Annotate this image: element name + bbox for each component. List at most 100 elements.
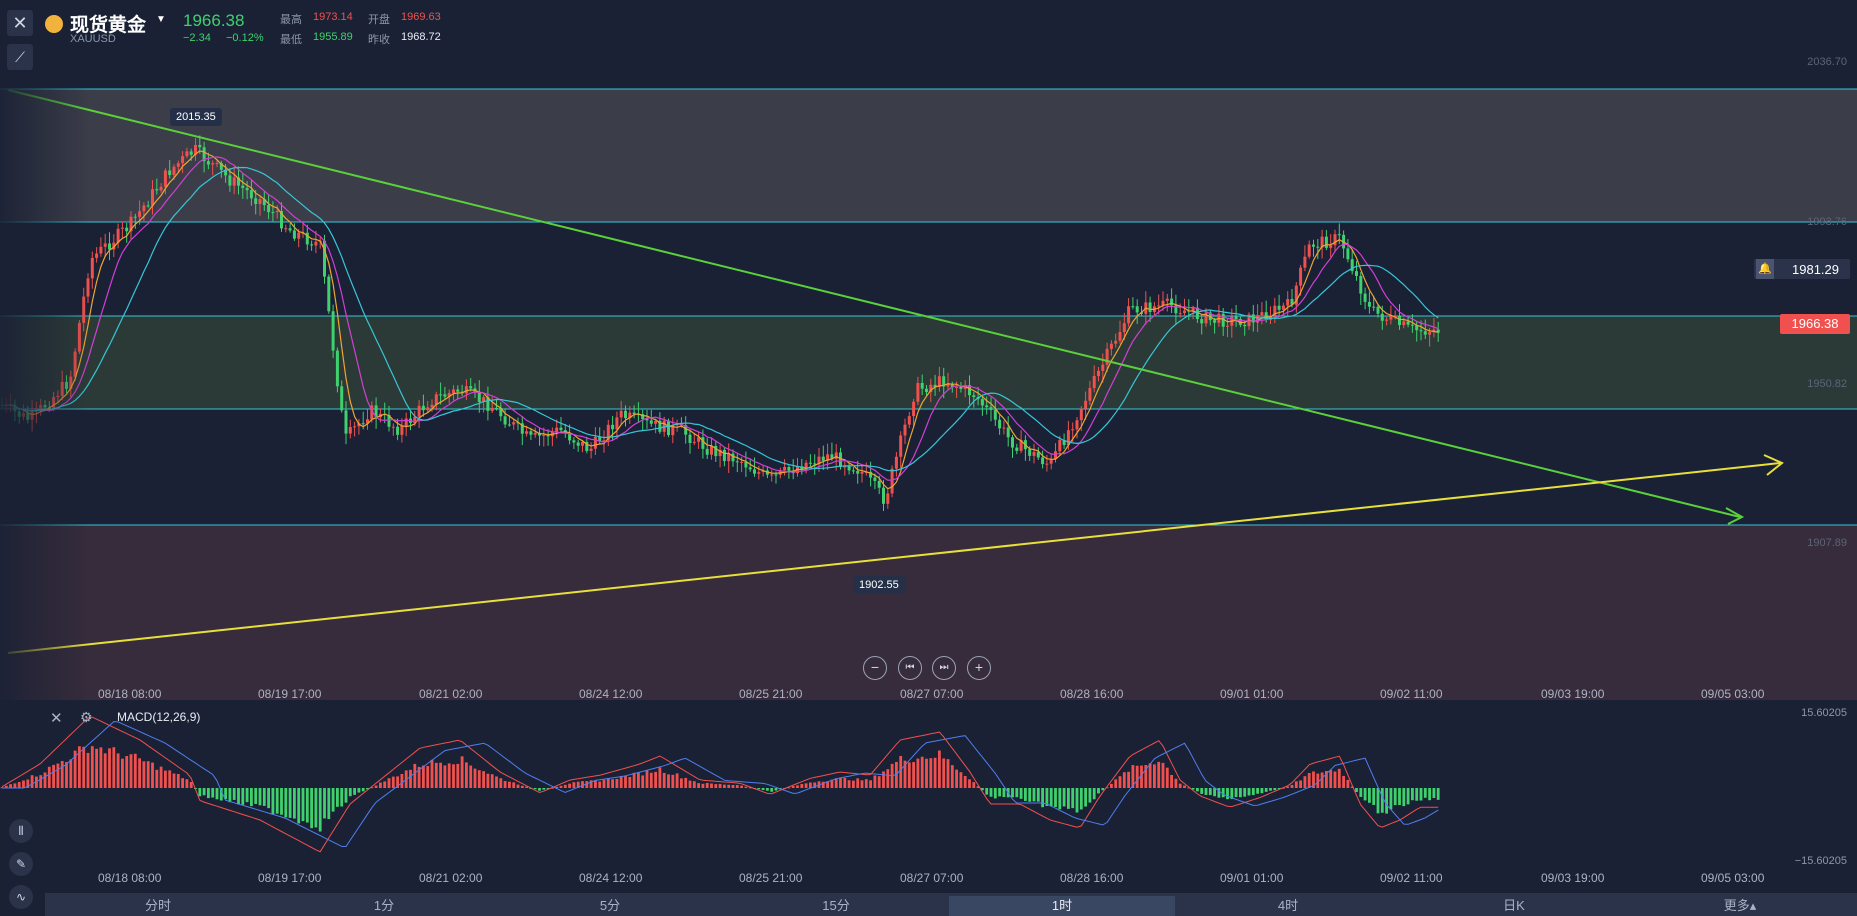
candle-body: [1355, 271, 1358, 276]
candle-body: [1062, 439, 1066, 446]
macd-histogram-bar: [1105, 787, 1109, 789]
candle-body: [645, 419, 649, 421]
close-indicator-icon[interactable]: ✕: [50, 710, 63, 727]
macd-histogram-bar: [1071, 788, 1075, 809]
macd-histogram-bar: [791, 786, 795, 788]
macd-histogram-bar: [366, 788, 369, 790]
candle-body: [894, 456, 898, 469]
gear-icon[interactable]: ⚙: [80, 709, 93, 725]
macd-histogram-bar: [1346, 779, 1350, 788]
candle-body: [869, 471, 873, 478]
price-alert-badge[interactable]: 🔔 1981.29: [1754, 259, 1850, 279]
indicator-icon[interactable]: ∿: [9, 885, 33, 909]
pencil-icon[interactable]: ✎: [9, 852, 33, 876]
tab-4hour[interactable]: 4时: [1277, 898, 1299, 913]
close-chart-button[interactable]: ✕: [7, 10, 33, 36]
zoom-out-button[interactable]: −: [863, 656, 887, 680]
draw-tool-button[interactable]: ⟋: [7, 44, 33, 70]
macd-histogram-bar: [976, 786, 980, 788]
candle-body: [430, 404, 434, 408]
x-tick-label: 09/02 11:00: [1380, 687, 1443, 701]
macd-histogram-bar: [1312, 771, 1315, 788]
macd-histogram-bar: [968, 779, 971, 788]
macd-histogram-bar: [1024, 788, 1027, 801]
macd-histogram-bar: [632, 772, 636, 788]
candle-body: [417, 405, 421, 417]
candle-body: [90, 257, 94, 279]
gold-icon: [45, 15, 63, 33]
macd-histogram-bar: [155, 769, 159, 788]
macd-histogram-bar: [533, 788, 537, 790]
macd-histogram-bar: [718, 783, 722, 788]
candle-body: [1079, 408, 1083, 421]
macd-x-tick-label: 09/05 03:00: [1701, 871, 1765, 885]
candle-body: [1045, 463, 1049, 465]
candle-body: [576, 442, 580, 446]
tab-1hour[interactable]: 1时: [949, 896, 1175, 916]
macd-histogram-bar: [194, 788, 197, 789]
candle-body: [817, 456, 821, 465]
macd-histogram-bar: [899, 755, 903, 788]
candlestick-icon[interactable]: ⫴: [9, 819, 33, 843]
macd-histogram-bar: [314, 788, 318, 828]
instrument-title[interactable]: 现货黄金: [70, 15, 147, 36]
zoom-in-button[interactable]: +: [967, 656, 991, 680]
main-candlestick-chart[interactable]: [0, 0, 1857, 700]
macd-histogram-bar: [619, 775, 623, 788]
macd-histogram-bar: [1015, 788, 1019, 798]
macd-histogram-bar: [1286, 786, 1290, 788]
candle-body: [1195, 307, 1199, 320]
macd-histogram-bar: [357, 788, 361, 793]
tab-5min[interactable]: 5分: [599, 898, 621, 913]
macd-histogram-bar: [778, 788, 782, 790]
candle-body: [232, 177, 236, 186]
candle-body: [1105, 348, 1109, 365]
candle-body: [675, 424, 679, 426]
candle-body: [830, 454, 834, 459]
tab-1min[interactable]: 1分: [373, 898, 395, 913]
macd-histogram-bar: [1363, 788, 1367, 801]
candle-body: [886, 493, 890, 504]
macd-histogram-bar: [344, 788, 348, 803]
macd-histogram-bar: [963, 775, 967, 788]
macd-histogram-bar: [1002, 788, 1006, 798]
macd-histogram-bar: [796, 785, 799, 788]
candle-body: [249, 190, 253, 199]
macd-histogram-bar: [434, 762, 438, 788]
macd-histogram-bar: [430, 759, 434, 788]
candle-body: [374, 405, 378, 418]
macd-histogram-bar: [1329, 769, 1333, 788]
macd-histogram-bar: [920, 756, 924, 788]
scroll-end-button[interactable]: ⏭: [932, 656, 956, 680]
candle-body: [662, 420, 666, 432]
macd-histogram-bar: [1131, 765, 1135, 788]
macd-axis-top: 15.60205: [1801, 707, 1847, 719]
chevron-down-icon[interactable]: ▼: [156, 14, 166, 25]
scroll-start-button[interactable]: ⏮: [898, 656, 922, 680]
macd-histogram-bar: [770, 788, 774, 792]
macd-histogram-bar: [869, 780, 872, 788]
candle-body: [1058, 439, 1062, 452]
macd-histogram-bar: [1213, 788, 1216, 797]
tab-timeshare[interactable]: 分时: [144, 898, 171, 913]
macd-histogram-bar: [529, 788, 533, 789]
tab-daily[interactable]: 日K: [1503, 898, 1525, 913]
macd-histogram-bar: [649, 772, 653, 788]
macd-histogram-bar: [1208, 788, 1212, 796]
candle-body: [632, 412, 636, 414]
candle-body: [903, 424, 907, 436]
macd-histogram-bar: [293, 788, 296, 819]
candle-body: [486, 397, 490, 411]
macd-histogram-bar: [400, 773, 404, 788]
macd-histogram-bar: [275, 788, 279, 814]
candle-body: [1054, 451, 1057, 460]
candle-body: [1032, 452, 1036, 456]
macd-histogram-bar: [9, 784, 12, 788]
candle-body: [1109, 343, 1113, 349]
macd-histogram-bar: [1290, 784, 1294, 788]
tab-15min[interactable]: 15分: [822, 898, 850, 913]
macd-histogram-bar: [684, 777, 688, 788]
tab-more[interactable]: 更多▴: [1723, 898, 1757, 913]
x-tick-label: 08/24 12:00: [579, 687, 643, 701]
candle-body: [151, 189, 154, 206]
